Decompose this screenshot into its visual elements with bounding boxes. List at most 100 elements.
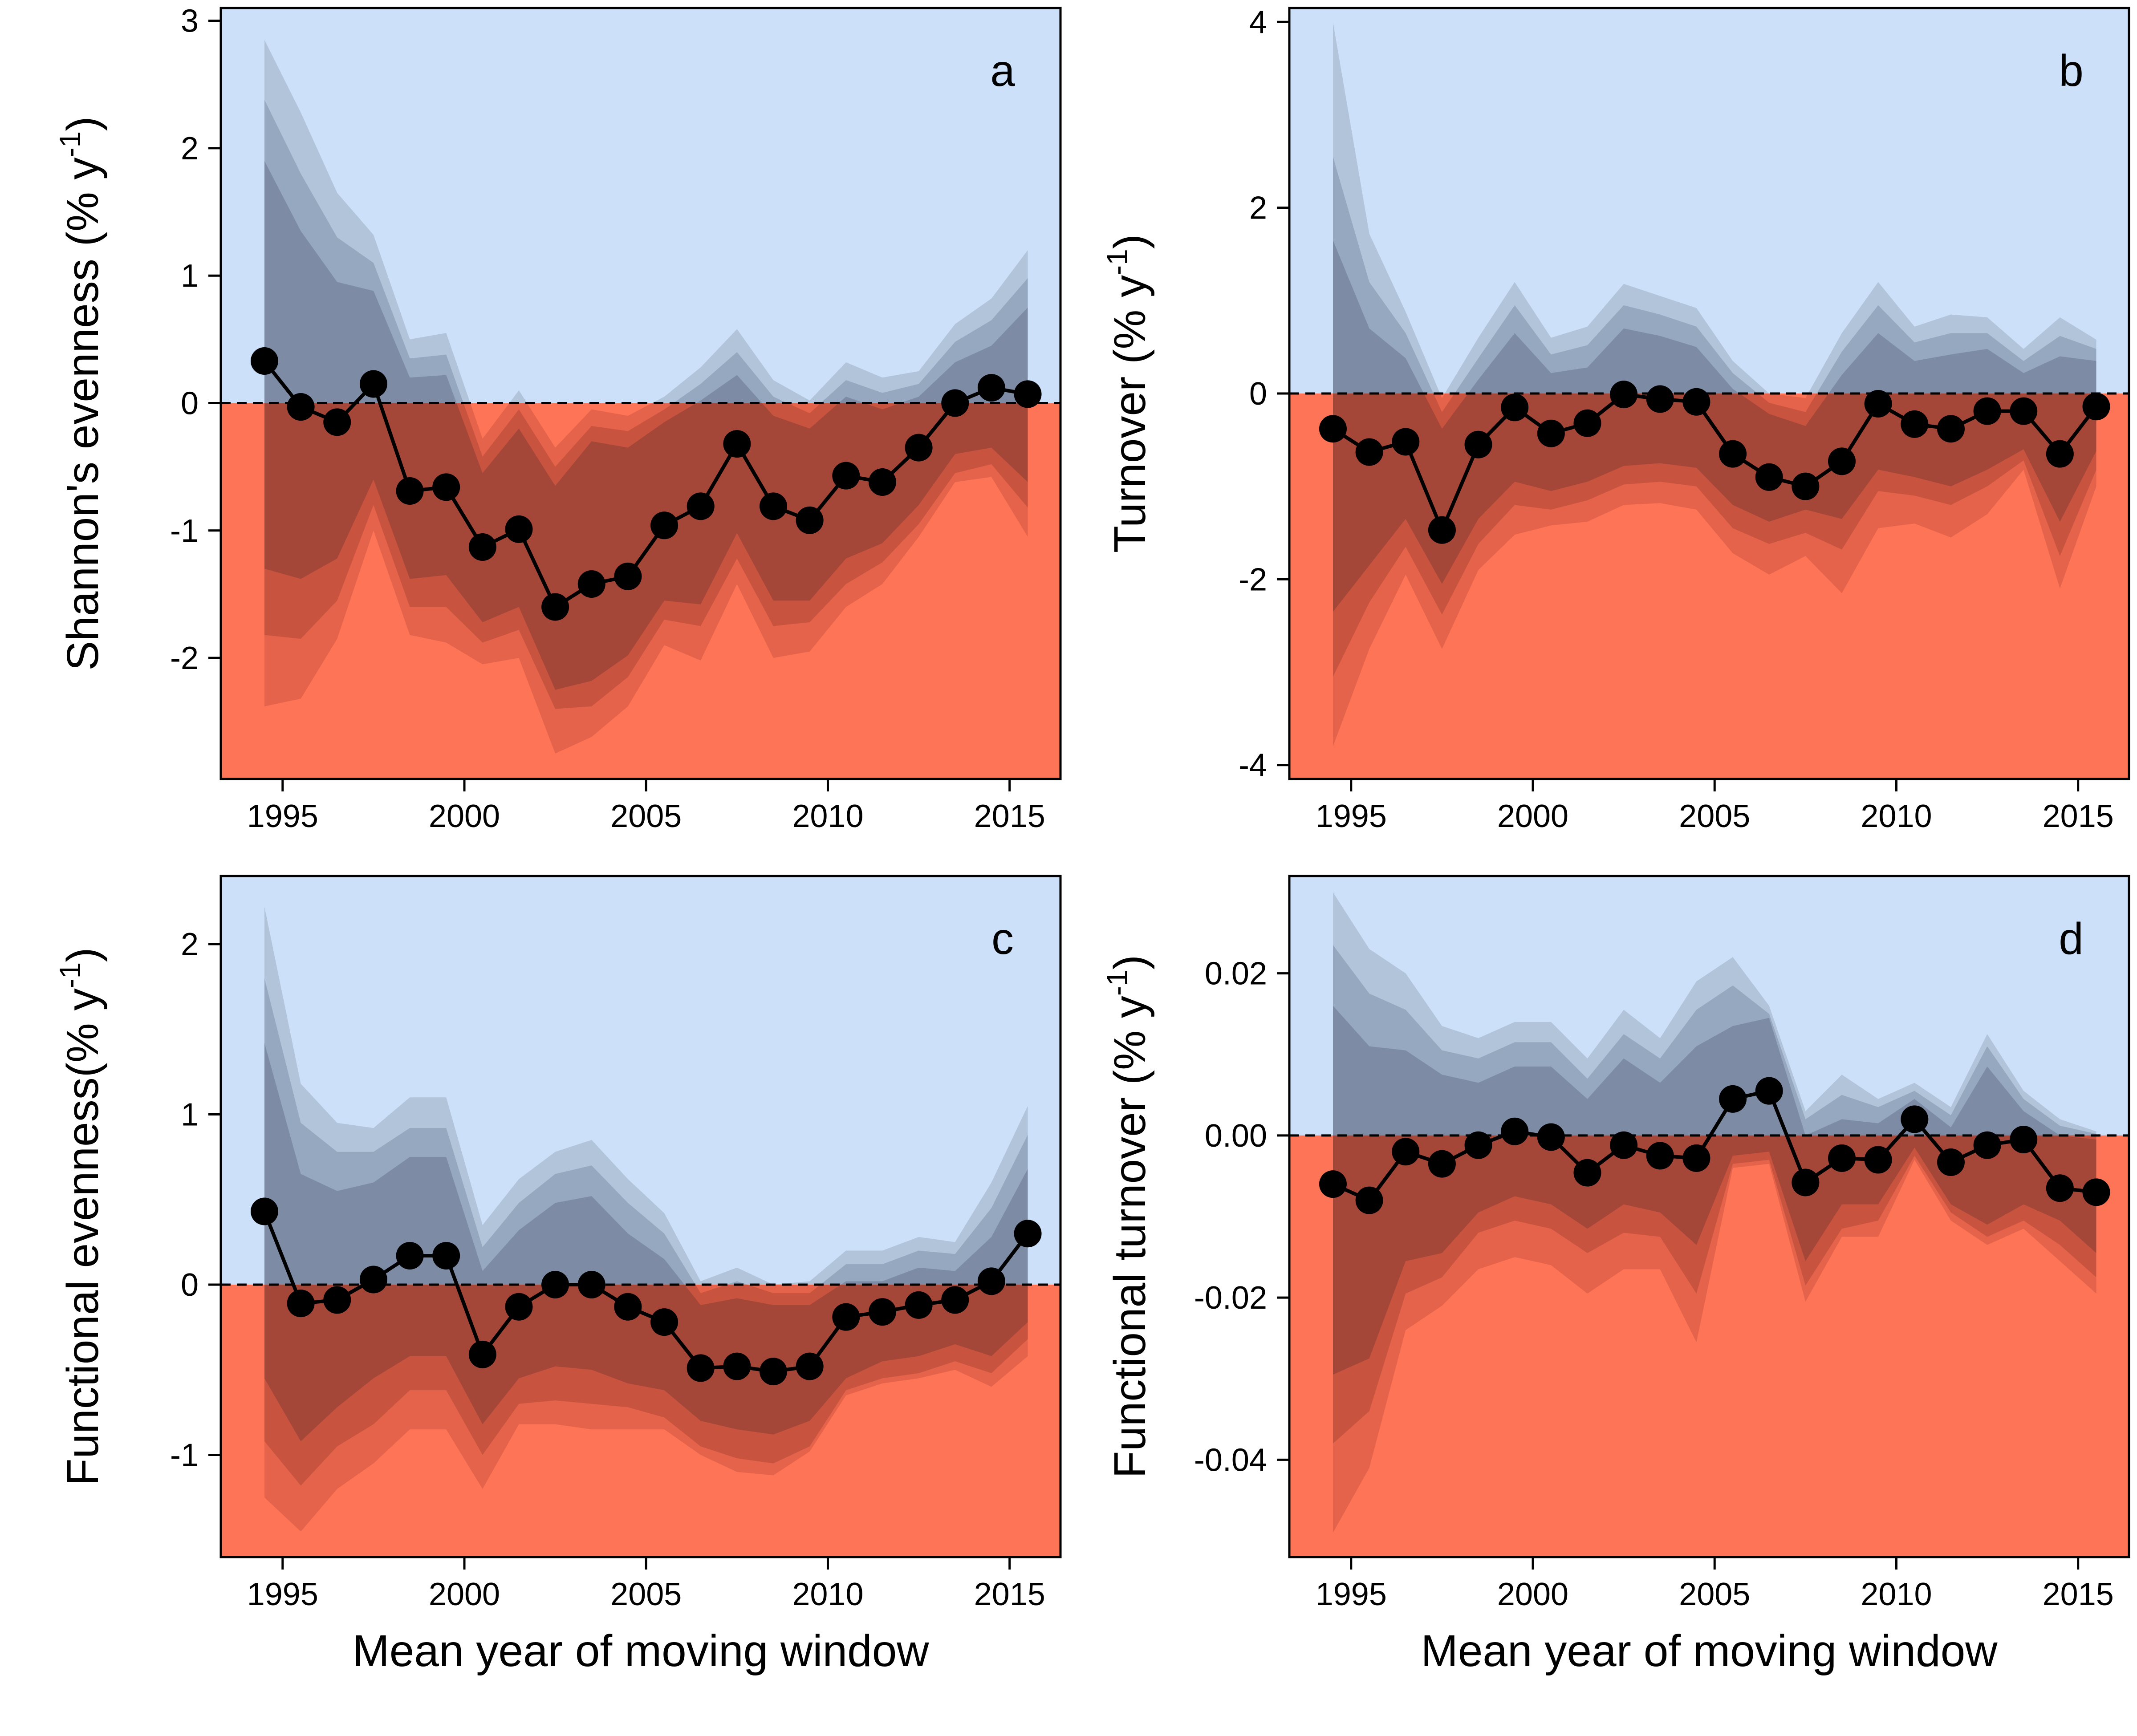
- lower-band-outer-top: [1433, 393, 1817, 412]
- series-line: [263, 1211, 1029, 1374]
- plot-frame: [219, 7, 1062, 780]
- x-tick-label: 2010: [1861, 1577, 1932, 1612]
- upper-band-mid: [1333, 156, 2096, 393]
- data-point: [614, 1293, 642, 1321]
- pad-left-bottom: [1289, 393, 1333, 779]
- data-point: [977, 374, 1005, 402]
- data-point: [1464, 430, 1492, 458]
- y-tick-label: 0: [181, 1267, 199, 1303]
- y-tick-label: 0: [181, 385, 199, 421]
- lower-band-mid: [1333, 1135, 2096, 1444]
- upper-band-outer: [1333, 22, 2096, 393]
- x-tick-label: 2000: [429, 1577, 500, 1612]
- data-point: [1937, 415, 1965, 443]
- panel-letter: c: [991, 914, 1014, 964]
- pad-left-top: [221, 8, 264, 403]
- lower-band-clear-top: [470, 403, 652, 448]
- panel-c: 1995 2000 2005 2010 2015 -1 0 1 2 Functional even…: [53, 875, 1062, 1676]
- data-point: [905, 434, 933, 462]
- plot-frame: [219, 875, 1062, 1558]
- data-point: [687, 1354, 715, 1382]
- y-tick-label: -1: [170, 513, 199, 549]
- lower-band-inner: [1333, 393, 2096, 612]
- data-point: [1573, 409, 1601, 437]
- x-tick-label: 2000: [429, 799, 500, 834]
- x-tick-label: 2005: [1679, 1577, 1750, 1612]
- x-tick-label: 2015: [974, 799, 1045, 834]
- data-point: [505, 1293, 533, 1321]
- data-point: [432, 473, 460, 501]
- plot-area: [221, 8, 1060, 779]
- data-point: [1828, 447, 1856, 475]
- x-tick-label: 2010: [792, 1577, 863, 1612]
- pad-right-bottom: [2096, 393, 2129, 779]
- x-tick-label: 1995: [1316, 1577, 1387, 1612]
- data-point: [1682, 388, 1710, 416]
- panel-letter: d: [2059, 914, 2084, 964]
- y-axis-label-exponent: -1: [1101, 969, 1134, 996]
- data-point: [1392, 428, 1420, 456]
- pad-left-bottom: [221, 1285, 264, 1557]
- plot-frame: [1288, 875, 2130, 1558]
- panel-b: 1995 2000 2005 2010 2015 -4 -2 0 2 4 Turnover (% y…: [1101, 4, 2130, 834]
- y-tick-label: 1: [181, 1097, 199, 1133]
- y-axis-label: Functional turnover (% y-1): [1101, 955, 1155, 1478]
- y-axis-label: Shannon's evenness (% y-1): [53, 116, 108, 670]
- data-point: [250, 1197, 278, 1225]
- data-point: [1537, 1123, 1565, 1151]
- data-point: [1901, 410, 1929, 438]
- data-point: [1610, 1131, 1638, 1159]
- pad-left-top: [1289, 876, 1333, 1136]
- data-point: [1646, 385, 1674, 413]
- data-point: [2046, 1174, 2074, 1202]
- data-point: [541, 1271, 569, 1298]
- data-point: [1428, 516, 1456, 544]
- x-tick-label: 2005: [610, 799, 682, 834]
- data-point: [1573, 1159, 1601, 1187]
- pad-right-bottom: [2096, 1135, 2129, 1557]
- data-point: [1792, 1168, 1820, 1197]
- y-tick-label: -0.02: [1194, 1280, 1267, 1316]
- y-tick-label: -4: [1239, 748, 1267, 783]
- data-point: [1610, 381, 1638, 409]
- data-point: [1828, 1144, 1856, 1172]
- x-tick-label: 2015: [2043, 1577, 2114, 1612]
- upper-band-inner: [1333, 1006, 2060, 1136]
- y-axis-label-exponent: -1: [1101, 249, 1134, 275]
- data-point: [1719, 1085, 1747, 1113]
- data-point: [941, 389, 969, 417]
- pad-right-bottom: [1028, 403, 1060, 779]
- data-point: [1501, 1117, 1529, 1145]
- data-point: [1319, 415, 1347, 443]
- y-axis-label-close: ): [58, 947, 108, 962]
- data-point: [287, 393, 315, 421]
- data-point: [2046, 440, 2074, 468]
- y-axis-label-main: Turnover (% y: [1105, 275, 1155, 553]
- data-point: [977, 1267, 1005, 1295]
- data-point: [796, 506, 824, 534]
- panel-d: 1995 2000 2005 2010 2015 -0.04 -0.02 0.00 0.02 Fu…: [1101, 875, 2130, 1676]
- data-point: [723, 430, 751, 458]
- y-tick-label: 0: [1249, 376, 1267, 412]
- x-tick-label: 2005: [1679, 799, 1750, 834]
- data-point: [1973, 1131, 2001, 1159]
- data-point: [396, 1241, 424, 1270]
- pad-right-top: [1028, 8, 1060, 403]
- series-line: [1332, 1089, 2096, 1203]
- data-point: [760, 1358, 788, 1386]
- y-tick-label: -2: [170, 641, 199, 676]
- data-point: [1973, 397, 2001, 425]
- y-tick-label: 2: [181, 131, 199, 166]
- data-point: [687, 492, 715, 520]
- y-axis-label-close: ): [58, 116, 108, 131]
- y-axis-label-close: ): [1105, 234, 1155, 249]
- y-tick-label: 3: [181, 4, 199, 39]
- y-axis-label-exponent: -1: [53, 962, 86, 989]
- panel-letter: b: [2059, 46, 2084, 96]
- panel-letter: a: [990, 46, 1015, 96]
- pad-left-top: [1289, 8, 1333, 393]
- data-point: [1864, 1146, 1892, 1174]
- data-point: [1355, 438, 1383, 466]
- data-point: [760, 492, 788, 520]
- y-tick-label: 0.00: [1205, 1118, 1267, 1154]
